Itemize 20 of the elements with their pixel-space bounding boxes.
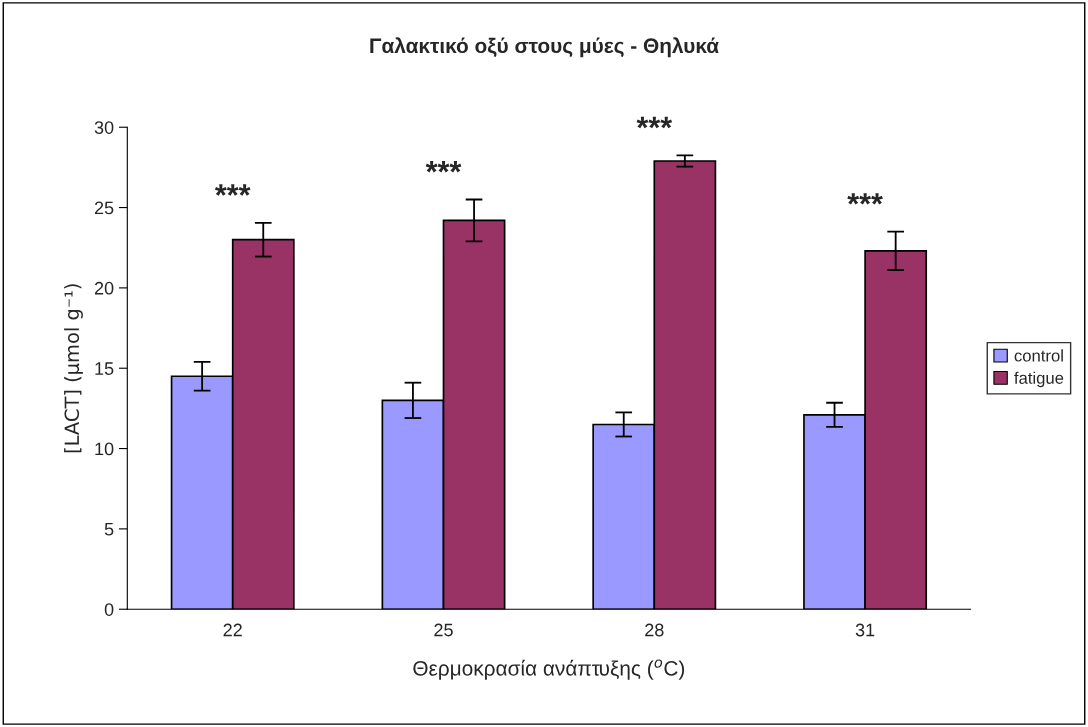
- y-tick-label: 30: [94, 121, 114, 134]
- x-tick-label: 31: [855, 623, 875, 637]
- y-tick-label: 5: [104, 523, 114, 536]
- x-tick-label: 28: [645, 623, 664, 637]
- legend-label: control: [1014, 349, 1063, 362]
- legend-label: fatigue: [1014, 371, 1064, 388]
- y-tick-label: 10: [95, 442, 114, 456]
- annotation: ***: [636, 116, 673, 129]
- y-tick-label: 0: [104, 603, 114, 616]
- annotation: ***: [425, 161, 462, 173]
- x-tick-label: 22: [223, 623, 242, 637]
- x-axis-title: Θερμοκρασία ανάπτυξης ($^{o}$C): [413, 659, 685, 680]
- y-axis-title: [LACT] (μmol g⁻¹): [64, 284, 83, 453]
- annotation: ***: [847, 193, 883, 205]
- chart-title: Γαλακτικό οξύ στους μύες - Θηλυκά: [370, 37, 719, 58]
- y-tick-label: 15: [95, 362, 114, 375]
- y-tick-label: 20: [94, 281, 114, 295]
- y-tick-label: 25: [94, 201, 114, 215]
- x-tick-label: 25: [434, 623, 453, 637]
- annotation: ***: [214, 184, 251, 196]
